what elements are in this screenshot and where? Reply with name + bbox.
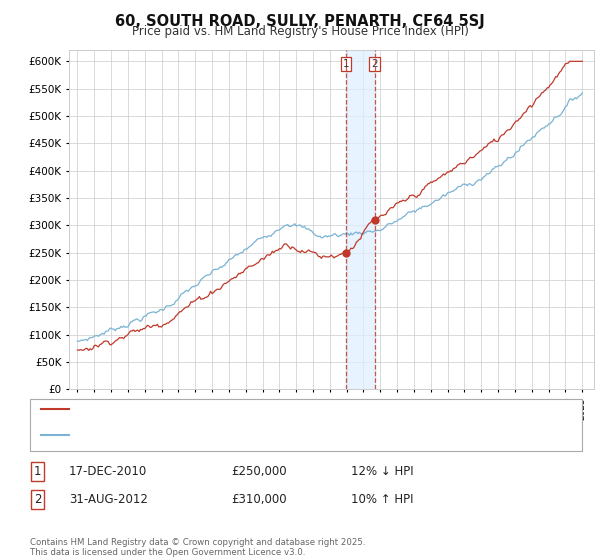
Text: 1: 1 (343, 59, 349, 69)
Text: 2: 2 (34, 493, 41, 506)
Text: 31-AUG-2012: 31-AUG-2012 (69, 493, 148, 506)
Text: £250,000: £250,000 (231, 465, 287, 478)
Text: HPI: Average price, detached house, Vale of Glamorgan: HPI: Average price, detached house, Vale… (75, 430, 352, 440)
Text: 60, SOUTH ROAD, SULLY, PENARTH, CF64 5SJ: 60, SOUTH ROAD, SULLY, PENARTH, CF64 5SJ (115, 14, 485, 29)
Text: 1: 1 (34, 465, 41, 478)
Text: 10% ↑ HPI: 10% ↑ HPI (351, 493, 413, 506)
Text: 12% ↓ HPI: 12% ↓ HPI (351, 465, 413, 478)
Text: 2: 2 (371, 59, 378, 69)
Text: Contains HM Land Registry data © Crown copyright and database right 2025.
This d: Contains HM Land Registry data © Crown c… (30, 538, 365, 557)
Text: 60, SOUTH ROAD, SULLY, PENARTH, CF64 5SJ (detached house): 60, SOUTH ROAD, SULLY, PENARTH, CF64 5SJ… (75, 404, 390, 414)
Bar (346, 50, 374, 389)
Text: 17-DEC-2010: 17-DEC-2010 (69, 465, 147, 478)
Text: £310,000: £310,000 (231, 493, 287, 506)
Text: Price paid vs. HM Land Registry's House Price Index (HPI): Price paid vs. HM Land Registry's House … (131, 25, 469, 38)
